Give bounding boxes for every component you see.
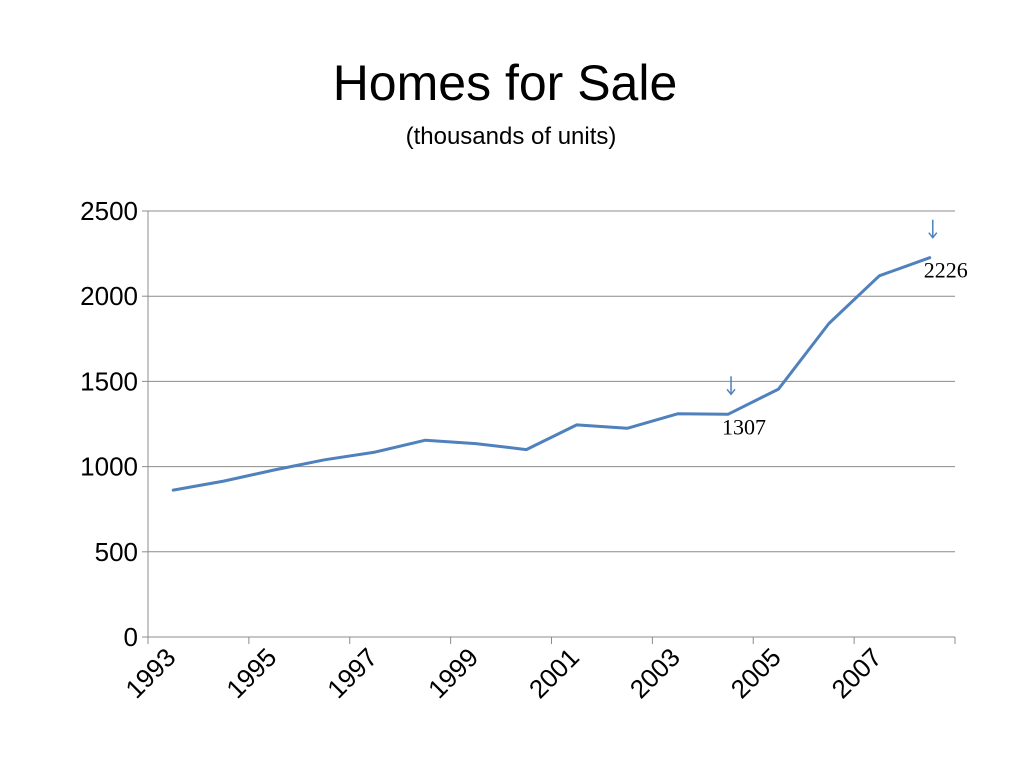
chart-title: Homes for Sale — [333, 55, 678, 111]
x-axis-tick-labels: 1993 1995 1997 1999 2001 2003 2005 2007 — [119, 642, 887, 704]
x-tick-label: 2007 — [825, 642, 887, 704]
y-tick-label: 2500 — [80, 196, 138, 226]
annotation: 1307 — [722, 376, 766, 439]
annotation-label: 2226 — [924, 258, 968, 283]
annotation-label: 1307 — [722, 414, 766, 439]
series-line — [171, 256, 932, 492]
series-layer — [171, 256, 932, 492]
annotation: 2226 — [924, 219, 968, 283]
gridlines — [148, 210, 955, 553]
arrow-head — [928, 232, 938, 239]
y-tick-label: 500 — [95, 537, 138, 567]
x-tick-label: 1995 — [220, 642, 282, 704]
chart-subtitle: (thousands of units) — [406, 123, 617, 150]
y-axis-tick-labels: 0 500 1000 1500 2000 2500 — [80, 196, 138, 652]
y-tick-label: 1500 — [80, 366, 138, 396]
x-tick-label: 1997 — [321, 642, 383, 704]
axes — [142, 210, 956, 644]
y-tick-label: 1000 — [80, 452, 138, 482]
x-tick-label: 1999 — [422, 642, 484, 704]
y-tick-label: 0 — [124, 622, 138, 652]
x-tick-label: 2003 — [624, 642, 686, 704]
annotations: 1307 2226 — [722, 219, 968, 439]
arrow-head — [726, 388, 736, 396]
y-tick-label: 2000 — [80, 281, 138, 311]
x-tick-label: 2005 — [725, 642, 787, 704]
x-tick-label: 2001 — [523, 642, 585, 704]
